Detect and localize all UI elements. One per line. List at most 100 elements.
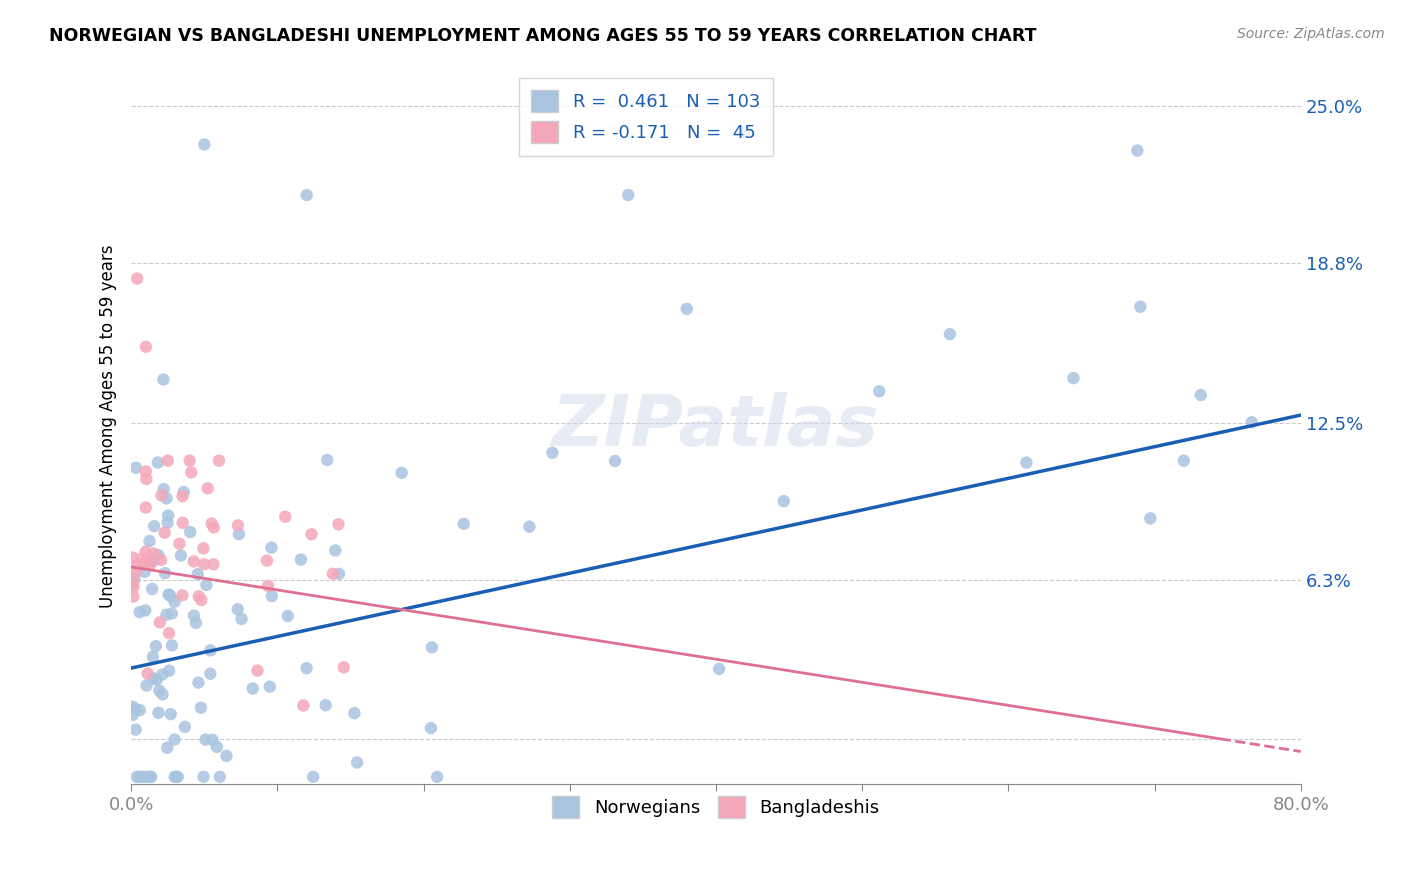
Point — [166, 770, 188, 784]
Point — [156, 516, 179, 530]
Point — [1240, 415, 1263, 429]
Point — [228, 527, 250, 541]
Point — [295, 661, 318, 675]
Point — [939, 327, 962, 342]
Text: NORWEGIAN VS BANGLADESHI UNEMPLOYMENT AMONG AGES 55 TO 59 YEARS CORRELATION CHAR: NORWEGIAN VS BANGLADESHI UNEMPLOYMENT AM… — [49, 27, 1036, 45]
Point — [148, 548, 170, 562]
Point — [128, 703, 150, 717]
Point — [143, 519, 166, 533]
Point — [134, 558, 156, 572]
Point — [295, 188, 318, 202]
Point — [246, 664, 269, 678]
Point — [139, 558, 162, 572]
Point — [155, 607, 177, 622]
Point — [134, 603, 156, 617]
Point — [135, 465, 157, 479]
Point — [163, 770, 186, 784]
Legend: Norwegians, Bangladeshis: Norwegians, Bangladeshis — [546, 789, 887, 825]
Point — [152, 687, 174, 701]
Point — [187, 567, 209, 582]
Point — [242, 681, 264, 696]
Point — [419, 721, 441, 735]
Point — [142, 649, 165, 664]
Point — [159, 707, 181, 722]
Point — [260, 589, 283, 603]
Point — [617, 188, 640, 202]
Point — [675, 301, 697, 316]
Point — [174, 720, 197, 734]
Point — [391, 466, 413, 480]
Point — [190, 593, 212, 607]
Point — [157, 508, 180, 523]
Point — [135, 500, 157, 515]
Point — [1062, 371, 1084, 385]
Point — [122, 590, 145, 604]
Point — [453, 516, 475, 531]
Point — [157, 587, 180, 601]
Point — [1129, 300, 1152, 314]
Point — [208, 453, 231, 467]
Point — [170, 549, 193, 563]
Point — [142, 672, 165, 686]
Point — [183, 554, 205, 568]
Point — [274, 509, 297, 524]
Point — [172, 489, 194, 503]
Point — [187, 675, 209, 690]
Point — [193, 541, 215, 556]
Point — [290, 552, 312, 566]
Text: ZIPatlas: ZIPatlas — [553, 392, 880, 461]
Point — [124, 723, 146, 737]
Point — [172, 516, 194, 530]
Point — [149, 615, 172, 630]
Point — [128, 605, 150, 619]
Point — [346, 756, 368, 770]
Point — [163, 732, 186, 747]
Point — [139, 770, 162, 784]
Point — [124, 572, 146, 586]
Point — [138, 534, 160, 549]
Point — [868, 384, 890, 399]
Point — [734, 125, 756, 139]
Point — [155, 491, 177, 506]
Point — [1139, 511, 1161, 525]
Point — [179, 524, 201, 539]
Point — [139, 770, 162, 784]
Point — [142, 547, 165, 561]
Point — [603, 454, 626, 468]
Point — [193, 770, 215, 784]
Point — [202, 520, 225, 534]
Point — [122, 580, 145, 594]
Point — [226, 602, 249, 616]
Point — [325, 543, 347, 558]
Point — [152, 372, 174, 386]
Point — [121, 550, 143, 565]
Point — [1126, 144, 1149, 158]
Point — [1189, 388, 1212, 402]
Point — [157, 626, 180, 640]
Point — [328, 566, 350, 581]
Point — [420, 640, 443, 655]
Point — [193, 137, 215, 152]
Point — [152, 667, 174, 681]
Point — [519, 519, 541, 533]
Point — [208, 770, 231, 784]
Point — [146, 455, 169, 469]
Point — [200, 516, 222, 531]
Point — [163, 595, 186, 609]
Point — [231, 612, 253, 626]
Point — [135, 472, 157, 486]
Point — [135, 544, 157, 558]
Point — [141, 582, 163, 596]
Point — [215, 748, 238, 763]
Point — [134, 565, 156, 579]
Point — [187, 589, 209, 603]
Point — [173, 485, 195, 500]
Point — [301, 527, 323, 541]
Point — [148, 706, 170, 720]
Point — [142, 554, 165, 568]
Point — [160, 639, 183, 653]
Point — [332, 660, 354, 674]
Point — [195, 578, 218, 592]
Point — [125, 770, 148, 784]
Point — [166, 770, 188, 784]
